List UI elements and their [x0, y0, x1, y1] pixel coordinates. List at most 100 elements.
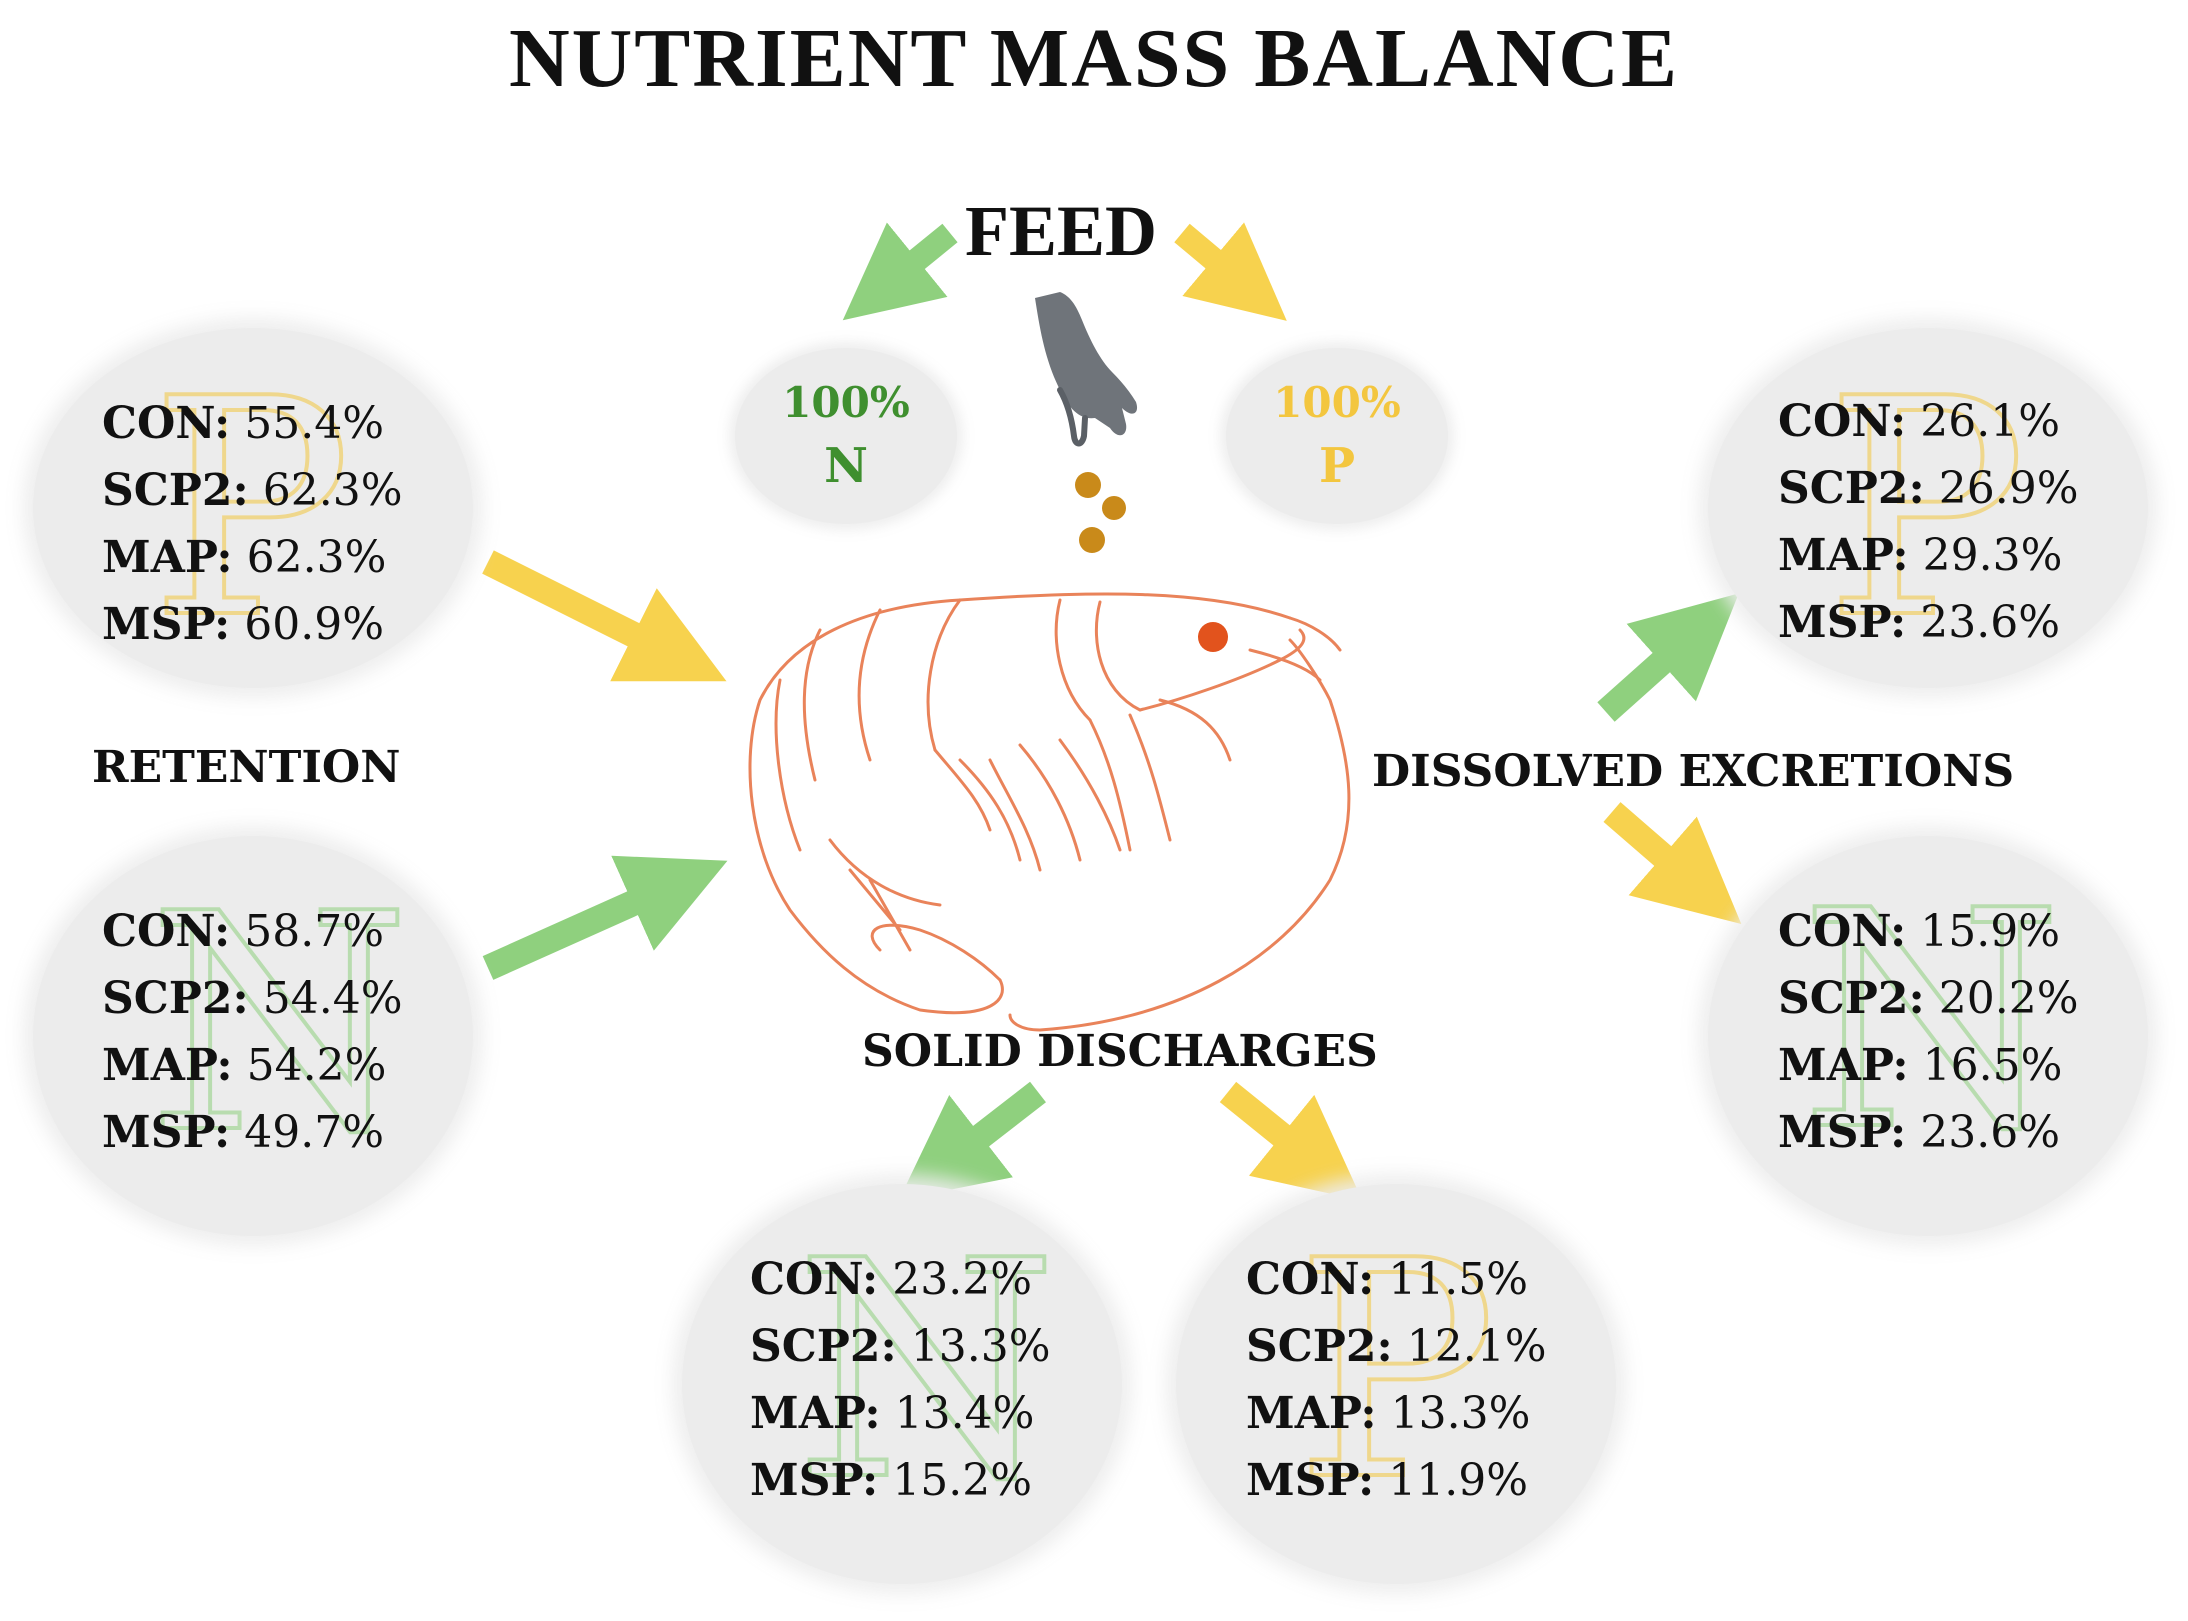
- value-number: 16.5%: [1922, 1040, 2063, 1091]
- retention-p-arrow: [482, 550, 727, 682]
- value-number: 26.9%: [1938, 463, 2079, 514]
- retention-p-letter: P: [148, 335, 354, 684]
- value-number: 26.1%: [1920, 396, 2061, 447]
- value-key: MSP:: [1778, 1107, 1907, 1158]
- value-row: CON: 58.7%: [102, 898, 403, 965]
- solid-n-circle: [682, 1184, 1122, 1584]
- value-number: 13.4%: [894, 1388, 1035, 1439]
- dissolved-p-values: CON: 26.1% SCP2: 26.9% MAP: 29.3% MSP: 2…: [1778, 388, 2079, 656]
- feed-p-percent: 100%: [1273, 378, 1401, 427]
- value-number: 23.2%: [892, 1254, 1033, 1305]
- value-number: 49.7%: [244, 1107, 385, 1158]
- value-row: CON: 26.1%: [1778, 388, 2079, 455]
- value-number: 15.2%: [892, 1455, 1033, 1506]
- solid-p-letter: P: [1293, 1197, 1499, 1546]
- value-key: MAP:: [1778, 1040, 1909, 1091]
- value-key: MSP:: [1778, 597, 1907, 648]
- value-key: CON:: [750, 1254, 879, 1305]
- value-key: MAP:: [1778, 530, 1909, 581]
- feed-p-element: P: [1318, 438, 1356, 494]
- value-row: MAP: 16.5%: [1778, 1032, 2079, 1099]
- dissolved-n-arrow: [1603, 802, 1742, 925]
- feed-pellets: [1075, 472, 1126, 553]
- value-row: MSP: 49.7%: [102, 1099, 403, 1166]
- value-row: SCP2: 20.2%: [1778, 965, 2079, 1032]
- value-row: SCP2: 13.3%: [750, 1313, 1051, 1380]
- value-row: SCP2: 54.4%: [102, 965, 403, 1032]
- value-key: MSP:: [1246, 1455, 1375, 1506]
- feed-label: FEED: [965, 191, 1158, 271]
- retention-n-circle: [33, 836, 473, 1236]
- value-key: SCP2:: [1778, 973, 1925, 1024]
- value-key: MSP:: [750, 1455, 879, 1506]
- dissolved-p-arrow: [1597, 593, 1739, 722]
- value-key: CON:: [102, 906, 231, 957]
- value-key: CON:: [102, 398, 231, 449]
- dissolved-label: DISSOLVED EXCRETIONS: [1372, 746, 2015, 797]
- value-number: 54.4%: [262, 973, 403, 1024]
- retention-n-values: CON: 58.7% SCP2: 54.4% MAP: 54.2% MSP: 4…: [102, 898, 403, 1166]
- value-key: SCP2:: [102, 973, 249, 1024]
- value-number: 29.3%: [1922, 530, 2063, 581]
- value-row: SCP2: 62.3%: [102, 457, 403, 524]
- value-row: CON: 15.9%: [1778, 898, 2079, 965]
- value-number: 55.4%: [244, 398, 385, 449]
- value-number: 20.2%: [1938, 973, 2079, 1024]
- value-number: 60.9%: [244, 599, 385, 650]
- value-key: SCP2:: [102, 465, 249, 516]
- value-row: MSP: 11.9%: [1246, 1447, 1547, 1514]
- solid-p-arrow: [1219, 1081, 1363, 1201]
- value-key: MAP:: [750, 1388, 881, 1439]
- value-key: CON:: [1778, 906, 1907, 957]
- solid-n-values: CON: 23.2% SCP2: 13.3% MAP: 13.4% MSP: 1…: [750, 1246, 1051, 1514]
- value-row: MSP: 15.2%: [750, 1447, 1051, 1514]
- feed-p-circle: 100% P: [1226, 348, 1448, 524]
- value-key: MSP:: [102, 1107, 231, 1158]
- value-number: 62.3%: [246, 532, 387, 583]
- retention-n-arrow: [482, 855, 728, 980]
- value-number: 23.6%: [1920, 597, 2061, 648]
- value-key: SCP2:: [750, 1321, 897, 1372]
- value-number: 58.7%: [244, 906, 385, 957]
- value-number: 12.1%: [1406, 1321, 1547, 1372]
- value-number: 13.3%: [910, 1321, 1051, 1372]
- solid-p-circle: [1176, 1184, 1616, 1584]
- value-number: 13.3%: [1390, 1388, 1531, 1439]
- feed-n-percent: 100%: [782, 378, 910, 427]
- value-key: MSP:: [102, 599, 231, 650]
- dissolved-n-circle: [1708, 836, 2148, 1236]
- value-row: SCP2: 12.1%: [1246, 1313, 1547, 1380]
- value-row: CON: 23.2%: [750, 1246, 1051, 1313]
- value-key: MAP:: [102, 532, 233, 583]
- dissolved-n-letter: N: [1798, 847, 2064, 1196]
- feed-n-arrow: [842, 222, 958, 321]
- value-key: SCP2:: [1246, 1321, 1393, 1372]
- value-number: 11.5%: [1388, 1254, 1529, 1305]
- feed-n-circle: 100% N: [735, 348, 957, 524]
- value-key: CON:: [1246, 1254, 1375, 1305]
- value-row: MAP: 13.4%: [750, 1380, 1051, 1447]
- retention-n-letter: N: [146, 850, 412, 1199]
- shrimp-illustration: [748, 592, 1351, 1032]
- hand-icon: [1035, 292, 1138, 447]
- solid-n-arrow: [898, 1081, 1046, 1200]
- retention-p-values: CON: 55.4% SCP2: 62.3% MAP: 62.3% MSP: 6…: [102, 390, 403, 658]
- feed-n-element: N: [824, 438, 868, 494]
- solid-label: SOLID DISCHARGES: [862, 1026, 1378, 1077]
- value-key: CON:: [1778, 396, 1907, 447]
- diagram-title: NUTRIENT MASS BALANCE: [508, 12, 1679, 105]
- value-row: MSP: 60.9%: [102, 591, 403, 658]
- dissolved-n-values: CON: 15.9% SCP2: 20.2% MAP: 16.5% MSP: 2…: [1778, 898, 2079, 1166]
- value-number: 15.9%: [1920, 906, 2061, 957]
- value-row: CON: 55.4%: [102, 390, 403, 457]
- retention-label: RETENTION: [92, 742, 401, 793]
- value-key: SCP2:: [1778, 463, 1925, 514]
- value-row: MAP: 13.3%: [1246, 1380, 1547, 1447]
- value-row: MAP: 62.3%: [102, 524, 403, 591]
- retention-p-circle: [33, 328, 473, 688]
- value-number: 54.2%: [246, 1040, 387, 1091]
- dissolved-p-letter: P: [1823, 335, 2029, 684]
- solid-p-values: CON: 11.5% SCP2: 12.1% MAP: 13.3% MSP: 1…: [1246, 1246, 1547, 1514]
- value-row: SCP2: 26.9%: [1778, 455, 2079, 522]
